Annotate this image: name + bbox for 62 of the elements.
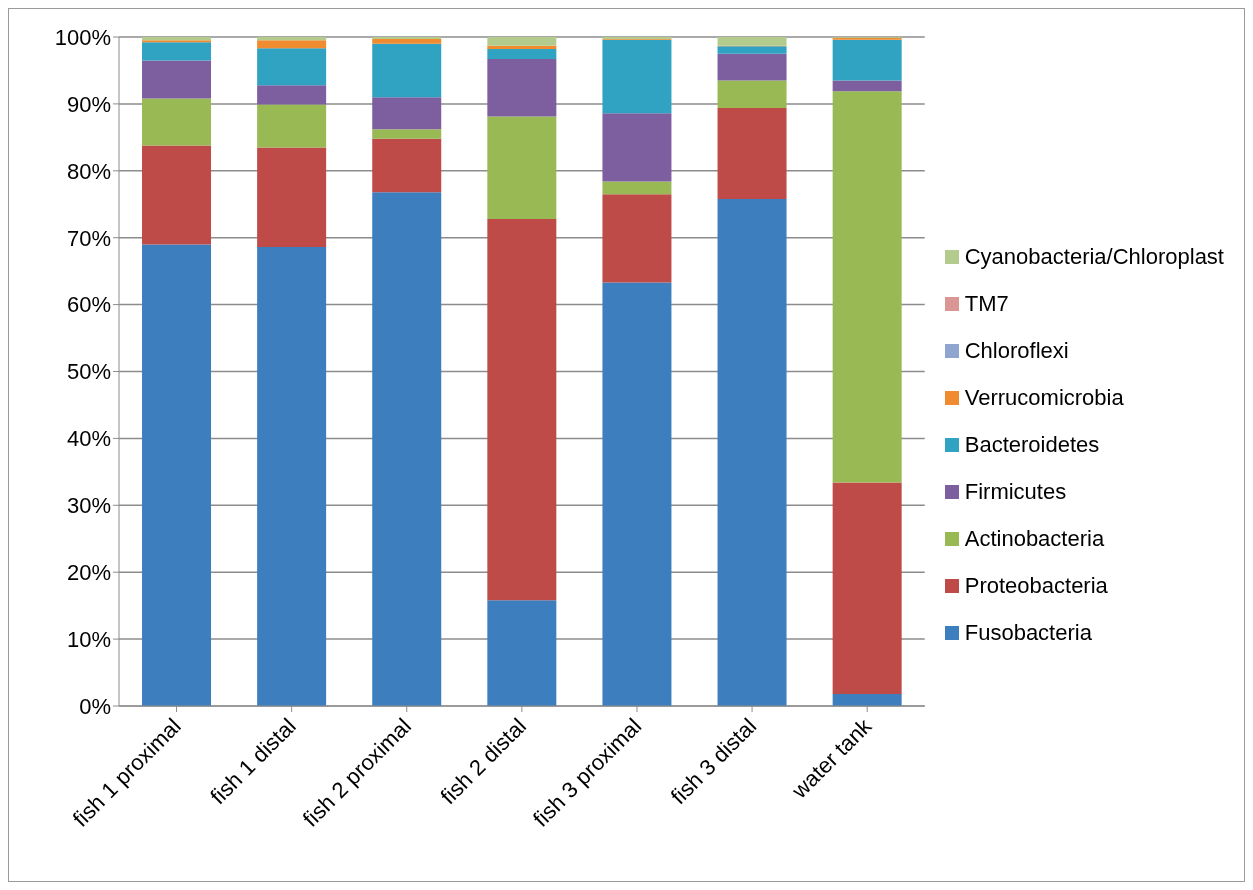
bar bbox=[602, 39, 672, 114]
y-tick-label: 30% bbox=[66, 493, 111, 519]
legend-label: Chloroflexi bbox=[964, 338, 1069, 364]
bar bbox=[257, 40, 327, 49]
bar bbox=[487, 49, 557, 60]
bar bbox=[142, 244, 212, 706]
bar bbox=[372, 97, 442, 130]
bar bbox=[372, 192, 442, 706]
legend-label: Proteobacteria bbox=[964, 573, 1108, 599]
bar bbox=[257, 48, 327, 86]
y-tick-label: 70% bbox=[66, 225, 111, 251]
bar bbox=[717, 198, 787, 706]
y-tick-label: 10% bbox=[66, 626, 111, 652]
bar bbox=[487, 59, 557, 117]
bar bbox=[257, 104, 327, 148]
bar bbox=[142, 42, 212, 61]
bar bbox=[832, 39, 902, 81]
bar bbox=[257, 147, 327, 248]
y-tick-label: 50% bbox=[66, 359, 111, 385]
y-tick-label: 80% bbox=[66, 158, 111, 184]
bar bbox=[717, 46, 787, 54]
bar bbox=[717, 107, 787, 199]
bar bbox=[487, 45, 557, 50]
y-tick-label: 100% bbox=[54, 24, 111, 50]
y-tick-label: 20% bbox=[66, 560, 111, 586]
bar bbox=[717, 37, 787, 46]
bar bbox=[372, 39, 442, 44]
bar bbox=[602, 282, 672, 706]
bar bbox=[602, 113, 672, 182]
bar bbox=[257, 85, 327, 105]
y-tick-label: 90% bbox=[66, 91, 111, 117]
bar bbox=[832, 80, 902, 92]
bar bbox=[602, 181, 672, 195]
bar bbox=[487, 218, 557, 601]
bar bbox=[257, 37, 327, 41]
legend-label: Actinobacteria bbox=[964, 526, 1105, 552]
bar bbox=[142, 98, 212, 146]
legend-label: TM7 bbox=[964, 291, 1009, 317]
bar bbox=[372, 138, 442, 193]
bar bbox=[487, 116, 557, 219]
bar bbox=[832, 693, 902, 706]
bar bbox=[832, 91, 902, 483]
legend-label: Bacteroidetes bbox=[964, 432, 1100, 458]
bar bbox=[142, 60, 212, 99]
bar bbox=[602, 194, 672, 283]
legend-label: Fusobacteria bbox=[964, 620, 1092, 646]
y-tick-label: 60% bbox=[66, 292, 111, 318]
legend-label: Verrucomicrobia bbox=[964, 385, 1124, 411]
bar bbox=[142, 145, 212, 245]
y-tick-label: 40% bbox=[66, 426, 111, 452]
legend-label: Cyanobacteria/Chloroplast bbox=[964, 244, 1224, 270]
legend-label: Firmicutes bbox=[964, 479, 1067, 505]
bar bbox=[257, 247, 327, 706]
bar bbox=[717, 80, 787, 108]
bar bbox=[372, 37, 442, 40]
bar bbox=[372, 43, 442, 98]
bar bbox=[487, 37, 557, 46]
bar bbox=[717, 53, 787, 81]
bar bbox=[372, 129, 442, 139]
bar bbox=[832, 482, 902, 694]
y-tick-label: 0% bbox=[79, 693, 111, 719]
bar bbox=[487, 600, 557, 706]
